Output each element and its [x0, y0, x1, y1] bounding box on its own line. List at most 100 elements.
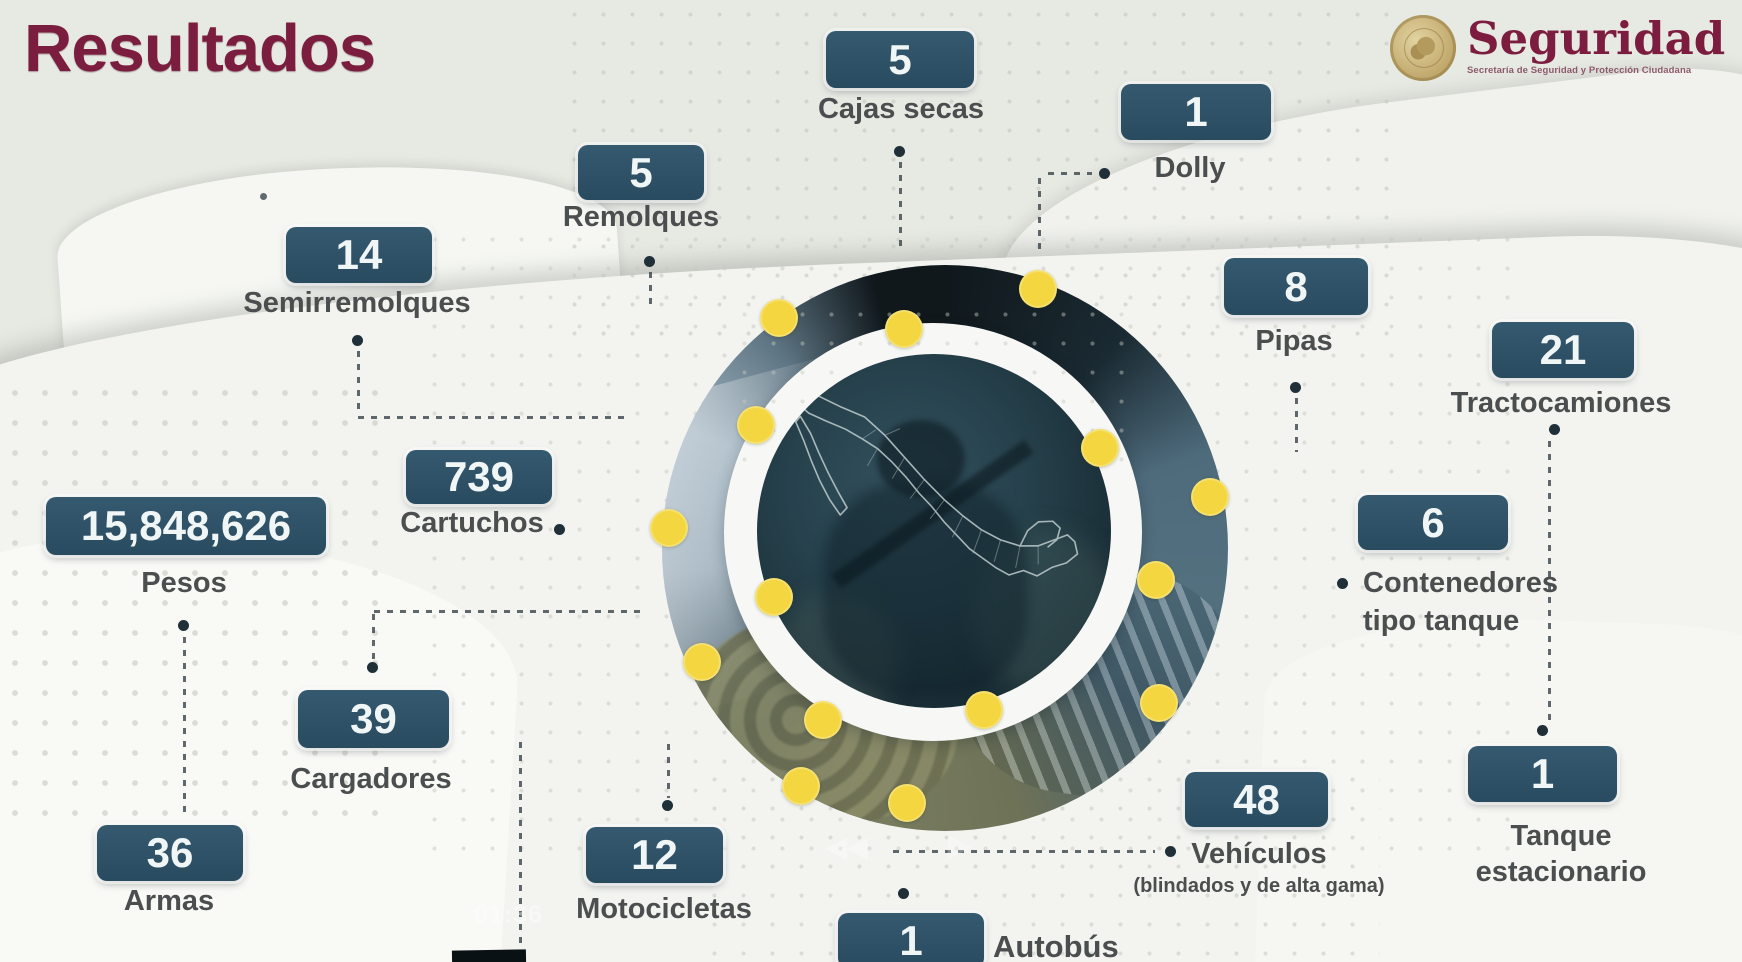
stat-box-pipas: 8	[1224, 258, 1368, 315]
yellow-marker-dot	[965, 691, 1003, 729]
stat-value-pesos: 15,848,626	[80, 502, 292, 549]
stat-value-remolques: 5	[629, 148, 653, 196]
stat-value-autobus: 1	[899, 916, 923, 962]
yellow-marker-dot	[1191, 478, 1229, 516]
stat-value-cajas-secas: 5	[888, 35, 912, 83]
dashed-connector-line	[374, 610, 642, 613]
connector-dot	[554, 524, 565, 535]
stat-label-cajas-secas: Cajas secas	[817, 93, 985, 125]
center-photo	[757, 354, 1111, 708]
yellow-marker-dot	[782, 767, 820, 805]
dashed-connector-line	[358, 416, 624, 419]
dashed-connector-line	[667, 744, 670, 798]
dashed-connector-line	[183, 637, 186, 817]
dashed-connector-line	[1038, 178, 1041, 254]
dashed-connector-line	[1295, 398, 1298, 452]
connector-dot	[898, 888, 909, 899]
mexico-map-outline-icon	[760, 381, 1111, 644]
mexico-eagle-seal-icon	[1390, 15, 1456, 81]
stat-box-armas: 36	[97, 825, 243, 881]
connector-dot	[367, 662, 378, 673]
video-timestamp-ghost: 01:36	[474, 901, 543, 929]
stat-label-cartuchos: Cartuchos	[400, 507, 544, 539]
stat-value-cargadores: 39	[350, 695, 397, 742]
dashed-connector-line	[899, 162, 902, 250]
stat-box-autobus: 1	[838, 913, 984, 962]
yellow-marker-dot	[760, 299, 798, 337]
dashed-connector-line	[1048, 172, 1092, 175]
stat-value-cartuchos: 739	[443, 453, 515, 500]
stat-value-contenedores: 6	[1421, 498, 1445, 546]
stat-box-tractocamiones: 21	[1492, 322, 1634, 378]
dashed-connector-line	[519, 742, 522, 962]
stat-label-tanque-2: estacionario	[1475, 856, 1647, 888]
stat-box-remolques: 5	[578, 145, 704, 200]
stat-label-pipas: Pipas	[1255, 325, 1333, 357]
stat-label-autobus: Autobús	[993, 929, 1119, 962]
stat-value-tractocamiones: 21	[1539, 326, 1587, 373]
connector-dot	[1165, 846, 1176, 857]
stat-value-tanque-estacionario: 1	[1530, 750, 1555, 797]
stat-label-semirremolques: Semirremolques	[243, 287, 471, 319]
dot-grid-pattern	[0, 378, 380, 838]
stat-box-vehiculos: 48	[1185, 772, 1328, 827]
stat-label-armas: Armas	[123, 885, 215, 917]
stat-label-contenedores-2: tipo tanque	[1363, 605, 1520, 637]
stat-label-pesos: Pesos	[141, 567, 227, 599]
stat-label-remolques: Remolques	[562, 201, 720, 233]
yellow-marker-dot	[1019, 270, 1057, 308]
stat-label-dolly: Dolly	[1154, 152, 1226, 184]
yellow-marker-dot	[755, 578, 793, 616]
connector-dot	[894, 146, 905, 157]
logo-text: Seguridad Secretaría de Seguridad y Prot…	[1467, 12, 1726, 77]
connector-dot	[1290, 382, 1301, 393]
paper-speck	[260, 193, 267, 200]
stat-value-pipas: 8	[1284, 262, 1308, 310]
logo-brand: Seguridad	[1467, 12, 1726, 65]
connector-dot	[644, 256, 655, 267]
page-title: Resultados	[24, 11, 376, 86]
yellow-marker-dot	[888, 784, 926, 822]
stat-value-vehiculos: 48	[1233, 775, 1280, 823]
connector-dot	[662, 800, 673, 811]
stat-label-tanque: Tanque	[1510, 820, 1612, 852]
stat-box-cargadores: 39	[298, 690, 449, 748]
yellow-marker-dot	[650, 509, 688, 547]
connector-dot	[178, 620, 189, 631]
yellow-marker-dot	[1140, 684, 1178, 722]
stat-value-armas: 36	[146, 829, 194, 876]
dashed-connector-line	[893, 850, 1155, 853]
stat-box-dolly: 1	[1121, 84, 1271, 140]
stat-value-semirremolques: 14	[335, 231, 383, 278]
logo-subtitle: Secretaría de Seguridad y Protección Ciu…	[1467, 65, 1692, 76]
dashed-connector-line	[1548, 441, 1551, 721]
stat-box-motocicletas: 12	[586, 827, 723, 883]
stat-sublabel-vehiculos: (blindados y de alta gama)	[1133, 875, 1385, 897]
yellow-marker-dot	[804, 701, 842, 739]
yellow-marker-dot	[683, 643, 721, 681]
play-ghost-icon: ▶	[948, 829, 972, 862]
connector-dot	[1537, 725, 1548, 736]
stat-box-cajas-secas: 5	[826, 31, 974, 88]
connector-dot	[352, 335, 363, 346]
stat-box-semirremolques: 14	[286, 227, 432, 283]
connector-dot	[1549, 424, 1560, 435]
stat-value-motocicletas: 12	[631, 831, 678, 878]
dashed-connector-line	[357, 351, 360, 415]
stat-label-tractocamiones: Tractocamiones	[1450, 387, 1672, 419]
video-artifact	[451, 949, 527, 962]
gov-logo: Seguridad Secretaría de Seguridad y Prot…	[1390, 15, 1725, 81]
yellow-marker-dot	[885, 310, 923, 348]
stat-label-contenedores: Contenedores	[1363, 567, 1558, 599]
stat-value-dolly: 1	[1184, 88, 1208, 135]
stat-label-cargadores: Cargadores	[290, 763, 452, 795]
rewind-ghost-icon: ◀◀	[826, 832, 868, 862]
yellow-marker-dot	[1081, 429, 1119, 467]
stat-box-pesos: 15,848,626	[46, 497, 326, 555]
stat-box-cartuchos: 739	[406, 450, 552, 504]
connector-dot	[1099, 168, 1110, 179]
yellow-marker-dot	[737, 406, 775, 444]
stat-label-motocicletas: Motocicletas	[576, 893, 752, 925]
stat-box-contenedores: 6	[1358, 495, 1508, 550]
